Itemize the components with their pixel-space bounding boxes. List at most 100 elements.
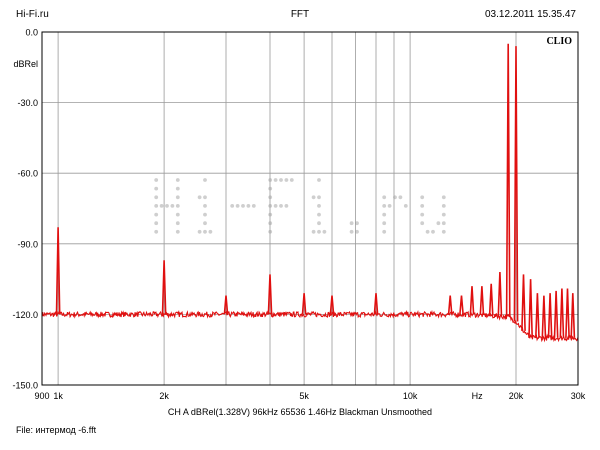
watermark-dot	[279, 204, 283, 208]
watermark-dot	[382, 229, 387, 234]
watermark-dot	[175, 195, 180, 200]
x-tick-label: 900	[34, 391, 49, 401]
x-axis-label: Hz	[472, 391, 483, 401]
watermark-dot	[420, 195, 425, 200]
watermark-dot	[441, 221, 446, 226]
spectral-peak	[488, 283, 494, 316]
watermark-dot	[197, 229, 202, 234]
watermark-dot	[203, 221, 207, 226]
x-tick-label: 30k	[571, 391, 586, 401]
watermark-dot	[230, 204, 235, 208]
watermark-dot	[284, 178, 289, 182]
spectral-peak	[459, 295, 464, 315]
watermark-dot	[387, 204, 392, 208]
watermark-dot	[420, 204, 425, 208]
spectral-peak	[469, 286, 475, 315]
watermark-dot	[317, 212, 321, 217]
watermark-dot	[175, 204, 180, 208]
spectral-peak	[161, 260, 167, 315]
watermark-dot	[175, 186, 180, 191]
watermark-dot	[425, 229, 430, 234]
y-tick-label: -30.0	[17, 98, 38, 108]
header-title: FFT	[290, 9, 310, 20]
watermark-dot	[197, 195, 202, 200]
watermark-dot	[241, 204, 245, 208]
watermark-dot	[355, 221, 359, 226]
x-tick-label: 10k	[403, 391, 418, 401]
spectral-peak	[479, 286, 485, 316]
file-name: интермод -6.fft	[35, 425, 97, 435]
y-tick-label: 0.0	[25, 28, 38, 38]
watermark-dot	[403, 204, 408, 208]
watermark-dot	[246, 204, 251, 208]
x-tick-label: 2k	[159, 391, 169, 401]
watermark-dot	[382, 221, 387, 226]
watermark-dot	[175, 229, 180, 234]
measurement-settings: CH A dBRel(1.328V) 96kHz 65536 1.46Hz Bl…	[167, 407, 433, 417]
watermark-dot	[154, 229, 159, 234]
spectral-peak	[329, 295, 335, 315]
watermark-dot	[203, 204, 207, 208]
watermark-dot	[311, 195, 316, 200]
watermark-dot	[203, 229, 207, 234]
watermark-dot	[208, 229, 213, 234]
watermark-dot	[317, 178, 321, 182]
spectral-peak	[497, 271, 503, 317]
watermark-dot	[284, 204, 289, 208]
watermark-dot	[436, 221, 441, 226]
watermark-dot	[154, 221, 159, 226]
watermark-dot	[317, 229, 321, 234]
watermark-dot	[441, 212, 446, 217]
watermark-dot	[382, 195, 387, 200]
watermark-dot	[235, 204, 240, 208]
watermark-dot	[441, 195, 446, 200]
watermark-dot	[154, 212, 159, 217]
watermark-dot	[317, 204, 321, 208]
watermark-dot	[441, 229, 446, 234]
watermark-dot	[349, 229, 354, 234]
watermark-dot	[175, 178, 180, 182]
watermark-dot	[382, 212, 387, 217]
spectral-peak	[223, 295, 229, 315]
watermark-dot	[322, 229, 327, 234]
watermark-dot	[431, 229, 435, 234]
watermark-dot	[203, 195, 207, 200]
spectral-peak	[541, 295, 547, 338]
watermark-dot	[273, 178, 278, 182]
chart-grid	[42, 32, 578, 385]
x-tick-label: 1k	[53, 391, 63, 401]
trace-layer	[41, 43, 579, 343]
x-tick-label: 5k	[299, 391, 309, 401]
spectral-peak	[267, 274, 273, 315]
spectral-peak	[373, 293, 379, 315]
watermark-dot	[289, 178, 294, 182]
y-tick-label: -120.0	[12, 310, 38, 320]
watermark-dot	[154, 195, 159, 200]
spectral-peak	[553, 290, 559, 338]
watermark-dot	[420, 212, 425, 217]
spectral-peak	[559, 288, 565, 338]
watermark-dot	[349, 221, 354, 226]
watermark-dot	[175, 221, 180, 226]
watermark-dot	[203, 212, 207, 217]
spectral-peak	[447, 295, 453, 315]
header-timestamp: 03.12.2011 15.35.47	[484, 9, 576, 20]
watermark-dot	[159, 204, 164, 208]
watermark-dot	[420, 221, 425, 226]
file-label: File:	[16, 425, 34, 435]
watermark-dot	[175, 212, 180, 217]
watermark-dot	[398, 195, 403, 200]
y-tick-label: -150.0	[12, 381, 38, 391]
watermark-dot	[317, 221, 321, 226]
watermark-dot	[170, 204, 175, 208]
watermark-dot	[154, 178, 159, 182]
watermark-dot	[154, 204, 159, 208]
y-tick-label: -90.0	[17, 239, 38, 249]
watermark-dot	[382, 204, 387, 208]
watermark-dot	[279, 178, 283, 182]
x-tick-label: 20k	[509, 391, 524, 401]
watermark-dot	[317, 195, 321, 200]
watermark-dot	[355, 229, 359, 234]
watermark-dot	[154, 186, 159, 191]
